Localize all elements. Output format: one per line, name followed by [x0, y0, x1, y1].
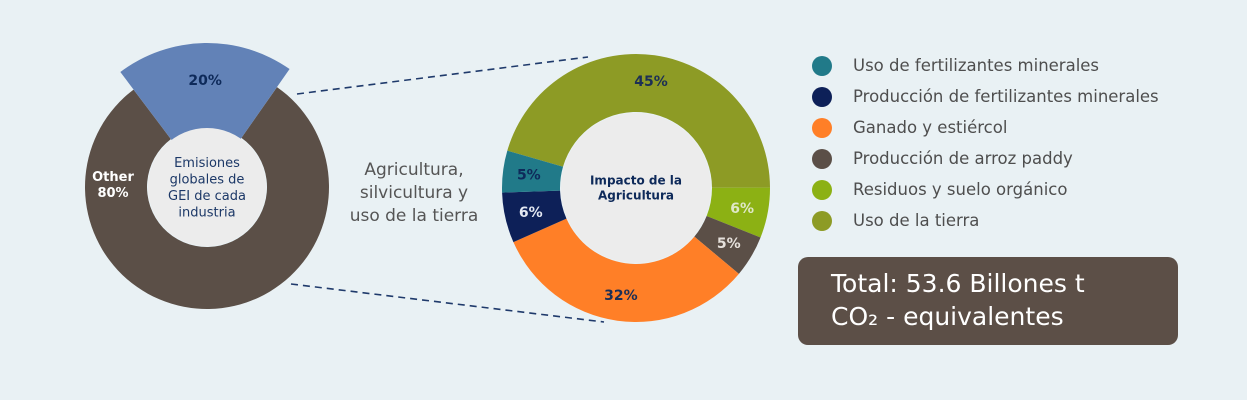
legend-swatch	[812, 148, 832, 169]
legend-swatch	[812, 86, 832, 107]
slice-value-label: 6%	[519, 205, 543, 221]
connector-lines	[290, 56, 605, 323]
donut-center	[561, 113, 711, 263]
slice-value-label: 5%	[517, 168, 541, 184]
total-line-2: CO₂ - equivalentes	[831, 302, 1064, 331]
total-line-1: Total: 53.6 Billones t	[831, 269, 1085, 298]
slice-uso-de-la-tierra	[507, 54, 770, 188]
slice-other	[84, 87, 330, 310]
slice-producción-de-fertilizantes-minerales	[502, 190, 567, 243]
global-emissions-donut: Other 80% 20% Emisiones globales de GEI de ca…	[84, 43, 330, 310]
legend-label: Uso de la tierra	[853, 211, 980, 230]
legend-label: Residuos y suelo orgánico	[853, 180, 1068, 199]
agriculture-impact-donut: 45% 6% 5% 32% 6% 5% Impacto de la Agricultura	[501, 54, 770, 322]
donut-center-label: Emisiones globales de GEI de cada industria	[168, 156, 246, 221]
slice-value-label: 6%	[730, 201, 754, 217]
slice-value-label: 32%	[604, 288, 638, 304]
legend-swatch	[812, 179, 832, 200]
legend: Uso de fertilizantes minerales Producción…	[812, 50, 1159, 236]
total-box: Total: 53.6 Billones t CO₂ - equivalente…	[798, 257, 1178, 345]
legend-item: Uso de fertilizantes minerales	[812, 50, 1159, 81]
legend-item: Producción de fertilizantes minerales	[812, 81, 1159, 112]
legend-swatch	[812, 55, 832, 76]
slice-label-other: Other 80%	[92, 170, 134, 201]
legend-swatch	[812, 210, 832, 231]
legend-swatch	[812, 117, 832, 138]
connector-line-bottom	[290, 283, 605, 323]
slice-residuos-y-suelo-orgánico	[706, 187, 770, 238]
legend-label: Ganado y estiércol	[853, 118, 1008, 137]
donut-center	[148, 128, 266, 246]
slice-value-label: 45%	[634, 74, 668, 90]
donut-center-label: Impacto de la Agricultura	[590, 174, 682, 203]
slice-agricultura-silvicultura-y-uso-de-la-tierra	[120, 43, 290, 141]
legend-item: Producción de arroz paddy	[812, 143, 1159, 174]
slice-value-label: 20%	[188, 73, 222, 89]
legend-label: Producción de fertilizantes minerales	[853, 87, 1159, 106]
legend-label: Uso de fertilizantes minerales	[853, 56, 1100, 75]
connector-line-top	[296, 56, 589, 95]
slice-uso-de-fertilizantes-minerales	[501, 150, 564, 193]
link-label-text: Agricultura, silvicultura y uso de la tier…	[350, 160, 479, 226]
legend-item: Ganado y estiércol	[812, 112, 1159, 143]
slice-value-label: 5%	[717, 236, 741, 252]
link-label: Agricultura, silvicultura y uso de la tier…	[350, 160, 479, 226]
slice-ganado-y-estiércol	[513, 218, 739, 322]
slice-producción-de-arroz-paddy	[694, 216, 761, 274]
legend-item: Uso de la tierra	[812, 205, 1159, 236]
legend-label: Producción de arroz paddy	[853, 149, 1073, 168]
legend-item: Residuos y suelo orgánico	[812, 174, 1159, 205]
